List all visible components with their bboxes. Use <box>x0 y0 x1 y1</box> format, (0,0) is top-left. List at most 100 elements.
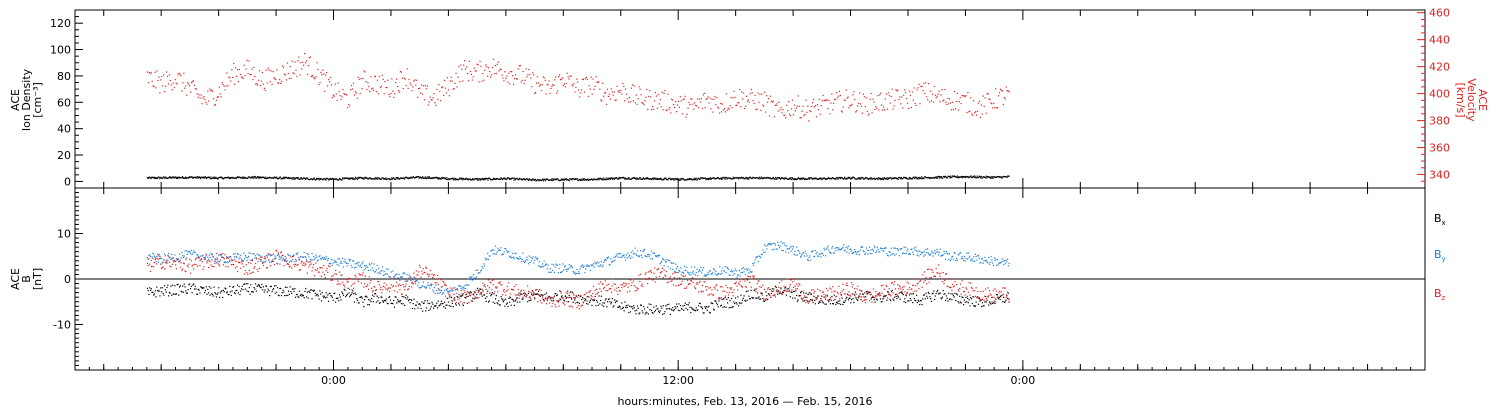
bottom-data-point <box>213 261 214 262</box>
top-data-point <box>724 177 725 178</box>
top-data-point <box>434 102 435 103</box>
bottom-data-point <box>493 250 494 251</box>
top-data-point <box>368 86 369 87</box>
bottom-data-point <box>184 256 185 257</box>
bottom-data-point <box>228 262 229 263</box>
bottom-data-point <box>293 288 294 289</box>
top-data-point <box>637 104 638 105</box>
bottom-data-point <box>167 260 168 261</box>
bottom-data-point <box>607 258 608 259</box>
top-data-point <box>479 178 480 179</box>
bottom-data-point <box>261 256 262 257</box>
bottom-data-point <box>388 269 389 270</box>
top-data-point <box>804 114 805 115</box>
bottom-data-point <box>246 283 247 284</box>
bottom-data-point <box>825 255 826 256</box>
top-data-point <box>765 111 766 112</box>
top-data-point <box>212 91 213 92</box>
top-data-point <box>858 103 859 104</box>
bottom-data-point <box>850 302 851 303</box>
bottom-data-point <box>349 289 350 290</box>
bottom-data-point <box>446 289 447 290</box>
top-data-point <box>716 97 717 98</box>
bottom-data-point <box>472 279 473 280</box>
bottom-data-point <box>477 270 478 271</box>
bottom-data-point <box>667 259 668 260</box>
top-data-point <box>593 89 594 90</box>
top-data-point <box>939 101 940 102</box>
top-data-point <box>157 178 158 179</box>
top-data-point <box>978 103 979 104</box>
bottom-data-point <box>172 264 173 265</box>
top-data-point <box>200 94 201 95</box>
top-data-point <box>546 93 547 94</box>
bottom-data-point <box>950 260 951 261</box>
top-data-point <box>876 108 877 109</box>
top-data-point <box>405 79 406 80</box>
bottom-data-point <box>754 289 755 290</box>
bottom-data-point <box>867 293 868 294</box>
bottom-data-point <box>647 307 648 308</box>
bottom-data-point <box>257 285 258 286</box>
top-data-point <box>747 178 748 179</box>
bottom-data-point <box>574 272 575 273</box>
top-data-point <box>308 65 309 66</box>
bottom-data-point <box>240 255 241 256</box>
bottom-data-point <box>833 303 834 304</box>
bottom-data-point <box>428 285 429 286</box>
top-data-point <box>936 178 937 179</box>
top-data-point <box>670 112 671 113</box>
top-data-point <box>483 80 484 81</box>
top-data-point <box>370 76 371 77</box>
bottom-data-point <box>630 311 631 312</box>
top-data-point <box>821 177 822 178</box>
top-data-point <box>609 94 610 95</box>
bottom-data-point <box>234 256 235 257</box>
bottom-data-point <box>308 262 309 263</box>
top-data-point <box>679 107 680 108</box>
bottom-data-point <box>199 292 200 293</box>
top-data-point <box>251 69 252 70</box>
bottom-data-point <box>379 272 380 273</box>
bottom-data-point <box>310 261 311 262</box>
bottom-data-point <box>340 261 341 262</box>
top-data-point <box>859 177 860 178</box>
top-data-point <box>283 177 284 178</box>
top-data-point <box>956 101 957 102</box>
bottom-data-point <box>534 298 535 299</box>
top-data-point <box>425 176 426 177</box>
bottom-data-point <box>260 259 261 260</box>
bottom-data-point <box>1002 261 1003 262</box>
bottom-data-point <box>856 252 857 253</box>
top-data-point <box>829 113 830 114</box>
top-data-point <box>439 91 440 92</box>
bottom-data-point <box>571 266 572 267</box>
top-data-point <box>295 70 296 71</box>
bottom-data-point <box>172 285 173 286</box>
bottom-data-point <box>329 278 330 279</box>
bottom-data-point <box>217 292 218 293</box>
bottom-data-point <box>896 298 897 299</box>
bottom-data-point <box>336 262 337 263</box>
top-data-point <box>915 177 916 178</box>
bottom-data-point <box>954 296 955 297</box>
bottom-data-point <box>345 262 346 263</box>
bottom-data-point <box>360 274 361 275</box>
top-data-point <box>479 61 480 62</box>
bottom-data-point <box>783 292 784 293</box>
bottom-data-point <box>823 248 824 249</box>
top-data-point <box>874 109 875 110</box>
top-data-point <box>939 91 940 92</box>
bottom-data-point <box>976 256 977 257</box>
top-data-point <box>951 177 952 178</box>
bottom-data-point <box>953 295 954 296</box>
top-data-point <box>477 179 478 180</box>
bottom-data-point <box>219 265 220 266</box>
bottom-data-point <box>458 303 459 304</box>
bottom-data-point <box>244 273 245 274</box>
top-data-point <box>353 179 354 180</box>
bottom-data-point <box>207 260 208 261</box>
bottom-data-point <box>867 253 868 254</box>
top-data-point <box>390 93 391 94</box>
top-data-point <box>505 78 506 79</box>
